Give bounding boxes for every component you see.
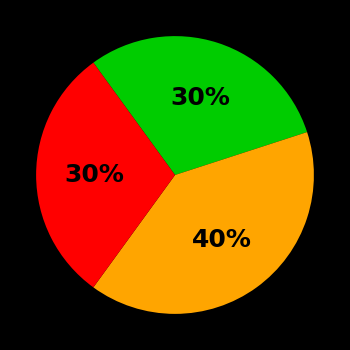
Text: 30%: 30% [170,86,230,110]
Wedge shape [93,36,307,175]
Wedge shape [93,132,314,314]
Text: 40%: 40% [193,228,252,252]
Text: 30%: 30% [64,163,124,187]
Wedge shape [36,63,175,287]
